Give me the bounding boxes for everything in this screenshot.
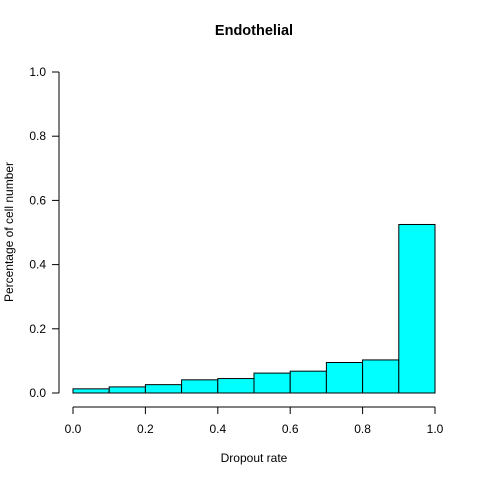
histogram-bar-10	[399, 224, 435, 393]
y-axis-label: Percentage of cell number	[2, 162, 16, 302]
y-tick-label: 1.0	[29, 65, 46, 79]
x-tick-label: 0.0	[65, 422, 82, 436]
histogram-bar-2	[109, 387, 145, 393]
x-tick-label: 0.4	[209, 422, 226, 436]
histogram-bar-9	[363, 360, 399, 393]
chart-title: Endothelial	[215, 23, 293, 39]
x-tick-label: 0.8	[354, 422, 371, 436]
y-tick-label: 0.4	[29, 258, 46, 272]
histogram-bar-4	[182, 380, 218, 393]
y-tick-label: 0.2	[29, 322, 46, 336]
bars-group	[73, 224, 435, 393]
y-axis: 0.0 0.2 0.4 0.6 0.8 1.0	[29, 65, 59, 400]
histogram-bar-7	[290, 371, 326, 393]
x-tick-label: 0.2	[137, 422, 154, 436]
histogram-bar-5	[218, 379, 254, 393]
histogram-bar-1	[73, 389, 109, 393]
histogram-bar-6	[254, 373, 290, 393]
histogram-bar-3	[145, 385, 181, 393]
y-tick-label: 0.8	[29, 129, 46, 143]
x-tick-label: 1.0	[427, 422, 444, 436]
histogram-bar-8	[326, 363, 362, 393]
x-tick-label: 0.6	[282, 422, 299, 436]
x-axis: 0.0 0.2 0.4 0.6 0.8 1.0	[65, 407, 444, 436]
y-tick-label: 0.6	[29, 193, 46, 207]
y-tick-label: 0.0	[29, 386, 46, 400]
x-axis-label: Dropout rate	[221, 451, 288, 465]
